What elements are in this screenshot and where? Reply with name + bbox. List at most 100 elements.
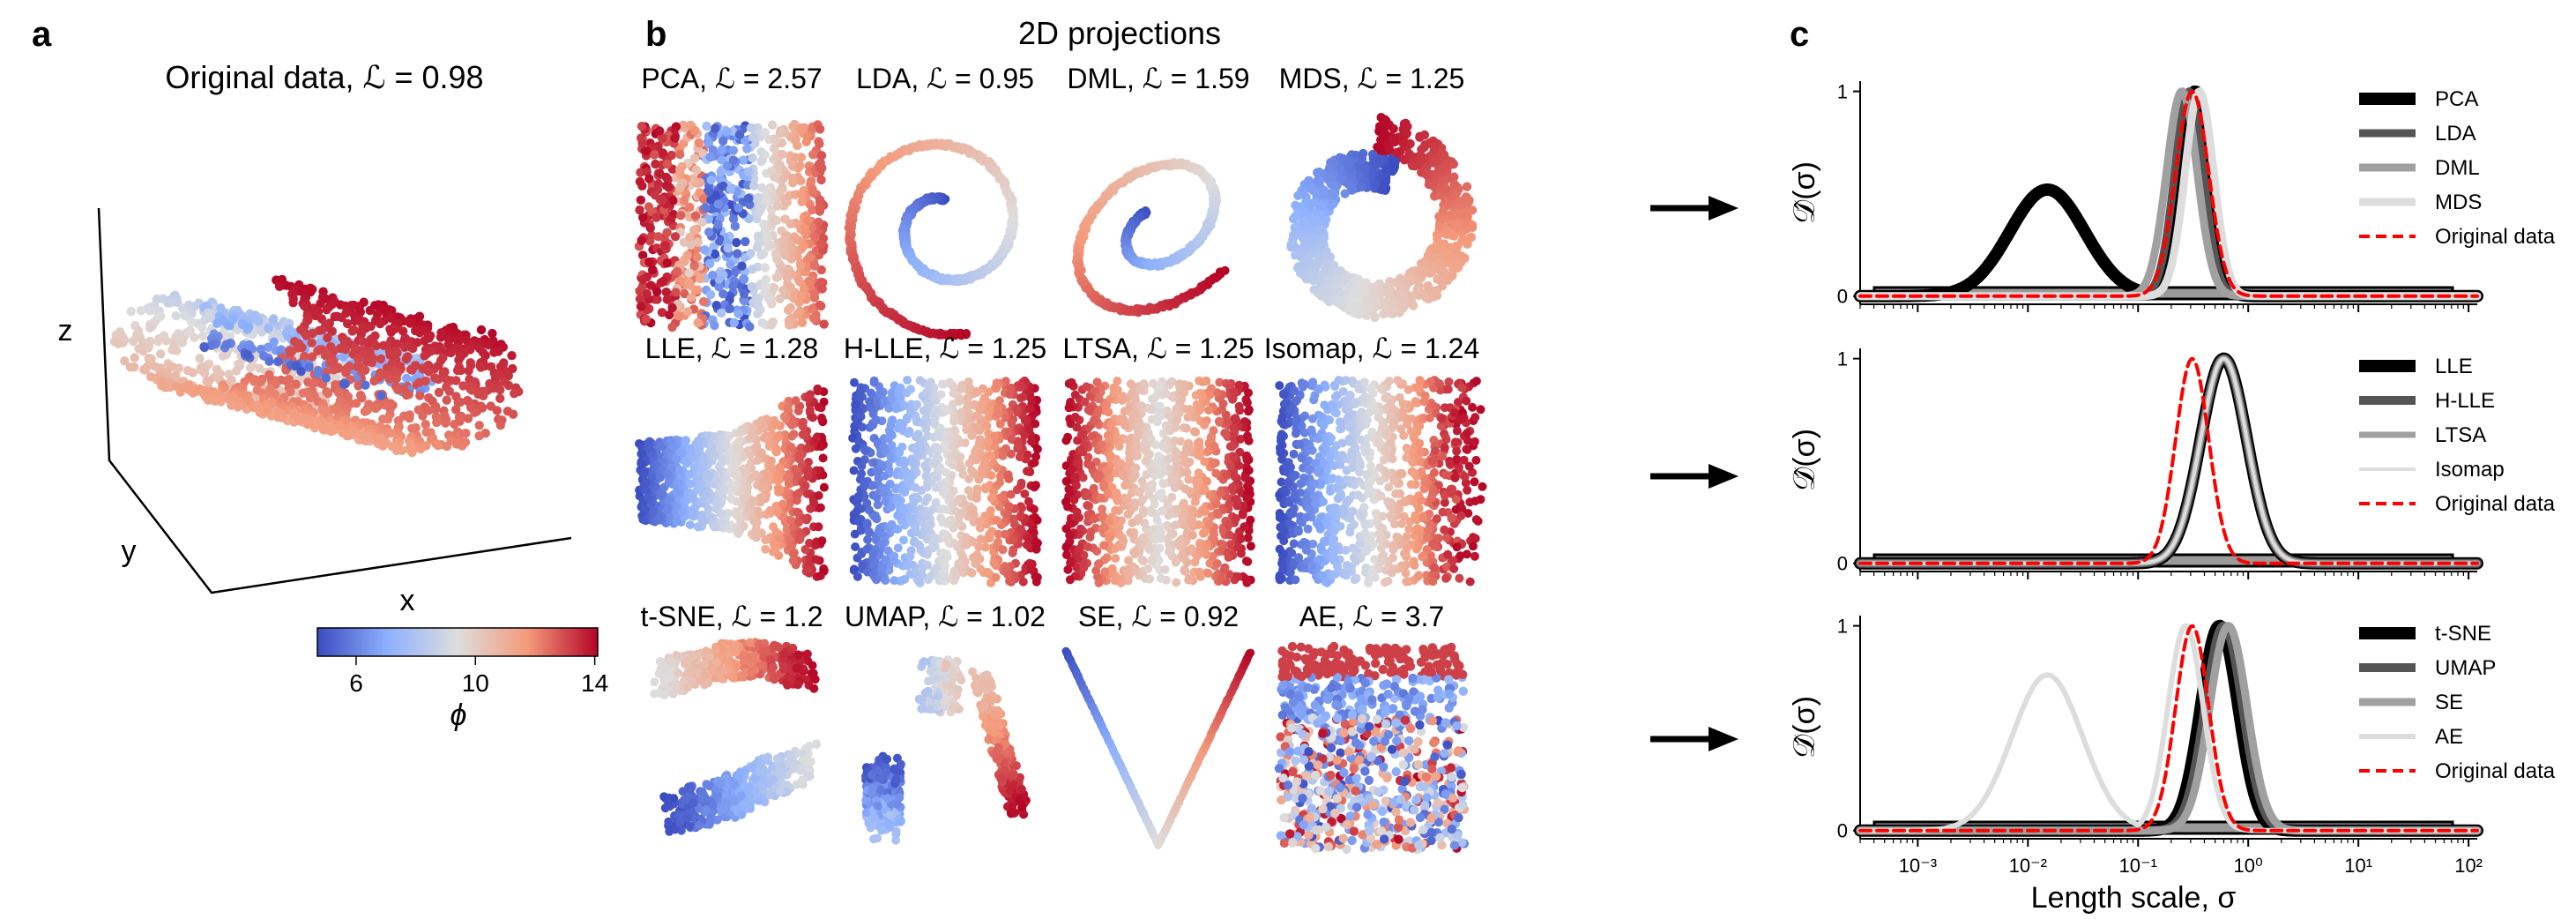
proj-point bbox=[695, 177, 705, 188]
proj-point bbox=[737, 261, 747, 271]
proj-point bbox=[1293, 191, 1303, 200]
proj-point bbox=[1407, 297, 1417, 307]
roll-point bbox=[474, 421, 484, 430]
roll-point bbox=[508, 363, 517, 374]
proj-point bbox=[733, 249, 742, 258]
projection-title: PCA, ℒ = 2.57 bbox=[641, 63, 822, 94]
roll-point bbox=[197, 331, 208, 341]
roll-point bbox=[274, 281, 285, 291]
roll-point bbox=[433, 440, 443, 451]
proj-point bbox=[763, 294, 774, 303]
proj-point bbox=[1451, 245, 1461, 255]
roll-point bbox=[391, 374, 401, 384]
roll-point bbox=[190, 332, 199, 342]
roll-point bbox=[404, 390, 413, 400]
roll-point bbox=[416, 444, 426, 454]
roll-point bbox=[326, 426, 336, 437]
proj-point bbox=[773, 201, 783, 211]
roll-point bbox=[188, 368, 197, 377]
roll-point bbox=[436, 328, 446, 338]
proj-point bbox=[711, 123, 720, 133]
roll-point bbox=[339, 379, 349, 389]
proj-point bbox=[785, 219, 796, 228]
proj-point bbox=[806, 277, 815, 287]
proj-point bbox=[1344, 179, 1353, 189]
proj-point bbox=[1462, 182, 1472, 191]
projection-grid: PCA, ℒ = 2.57 LDA, ℒ = 0.95 DML, ℒ = 1.59 M… bbox=[634, 63, 1487, 855]
proj-point bbox=[1356, 182, 1366, 192]
proj-point bbox=[682, 250, 692, 260]
proj-point bbox=[1322, 294, 1331, 304]
roll-point bbox=[294, 415, 304, 426]
roll-point bbox=[441, 418, 450, 428]
proj-point bbox=[782, 198, 792, 207]
roll-point bbox=[402, 373, 412, 383]
proj-point bbox=[705, 152, 715, 162]
roll-point bbox=[242, 350, 252, 360]
proj-point bbox=[753, 192, 763, 203]
roll-point bbox=[228, 392, 239, 402]
proj-point bbox=[722, 126, 732, 137]
roll-point bbox=[361, 380, 370, 390]
proj-point bbox=[734, 130, 745, 139]
roll-point bbox=[391, 324, 400, 333]
roll-point bbox=[458, 441, 467, 451]
roll-point bbox=[426, 346, 436, 356]
proj-point bbox=[778, 149, 787, 160]
proj-point bbox=[796, 260, 806, 271]
proj-point bbox=[1415, 131, 1425, 141]
roll-point bbox=[432, 417, 442, 428]
proj-point bbox=[790, 119, 800, 130]
proj-point bbox=[814, 217, 823, 228]
proj-point bbox=[1440, 150, 1449, 160]
proj-point bbox=[1321, 261, 1330, 271]
proj-point bbox=[1307, 198, 1318, 208]
proj-point bbox=[662, 258, 672, 268]
proj-point bbox=[762, 195, 771, 205]
roll-point bbox=[144, 354, 153, 363]
proj-point bbox=[1389, 161, 1400, 172]
roll-point bbox=[225, 332, 235, 341]
proj-point bbox=[804, 252, 815, 263]
proj-point bbox=[732, 237, 741, 248]
proj-point bbox=[658, 195, 667, 205]
proj-point bbox=[716, 167, 726, 176]
proj-point bbox=[1292, 249, 1303, 258]
proj-point bbox=[713, 199, 724, 209]
roll-point bbox=[325, 358, 335, 368]
proj-point bbox=[674, 310, 683, 321]
proj-point bbox=[1314, 176, 1325, 185]
proj-point bbox=[686, 240, 696, 250]
proj-point bbox=[733, 309, 743, 318]
proj-point bbox=[694, 138, 704, 148]
roll-point bbox=[508, 409, 518, 419]
proj-point bbox=[1335, 297, 1344, 307]
roll-point bbox=[200, 315, 210, 325]
roll-point bbox=[420, 351, 429, 361]
roll-point bbox=[145, 323, 155, 332]
proj-point bbox=[660, 241, 670, 250]
proj-point bbox=[637, 122, 647, 131]
roll-point bbox=[424, 367, 434, 377]
proj-point bbox=[796, 291, 807, 302]
roll-point bbox=[476, 325, 487, 335]
roll-point bbox=[399, 342, 410, 352]
roll-point bbox=[321, 373, 331, 383]
proj-point bbox=[667, 303, 677, 313]
roll-point bbox=[495, 421, 505, 430]
z-axis-label: z bbox=[58, 314, 73, 347]
proj-point bbox=[651, 159, 660, 169]
roll-point bbox=[156, 311, 166, 321]
proj-point bbox=[1329, 191, 1339, 200]
proj-point bbox=[815, 163, 825, 174]
roll-point bbox=[204, 376, 214, 385]
proj-point bbox=[1351, 302, 1361, 311]
roll-point bbox=[337, 312, 346, 323]
proj-point bbox=[775, 294, 785, 303]
roll-point bbox=[464, 366, 473, 376]
proj-point bbox=[745, 322, 755, 332]
proj-point bbox=[752, 297, 762, 307]
proj-point bbox=[637, 138, 647, 148]
proj-point bbox=[716, 308, 726, 318]
proj-point bbox=[789, 232, 800, 242]
